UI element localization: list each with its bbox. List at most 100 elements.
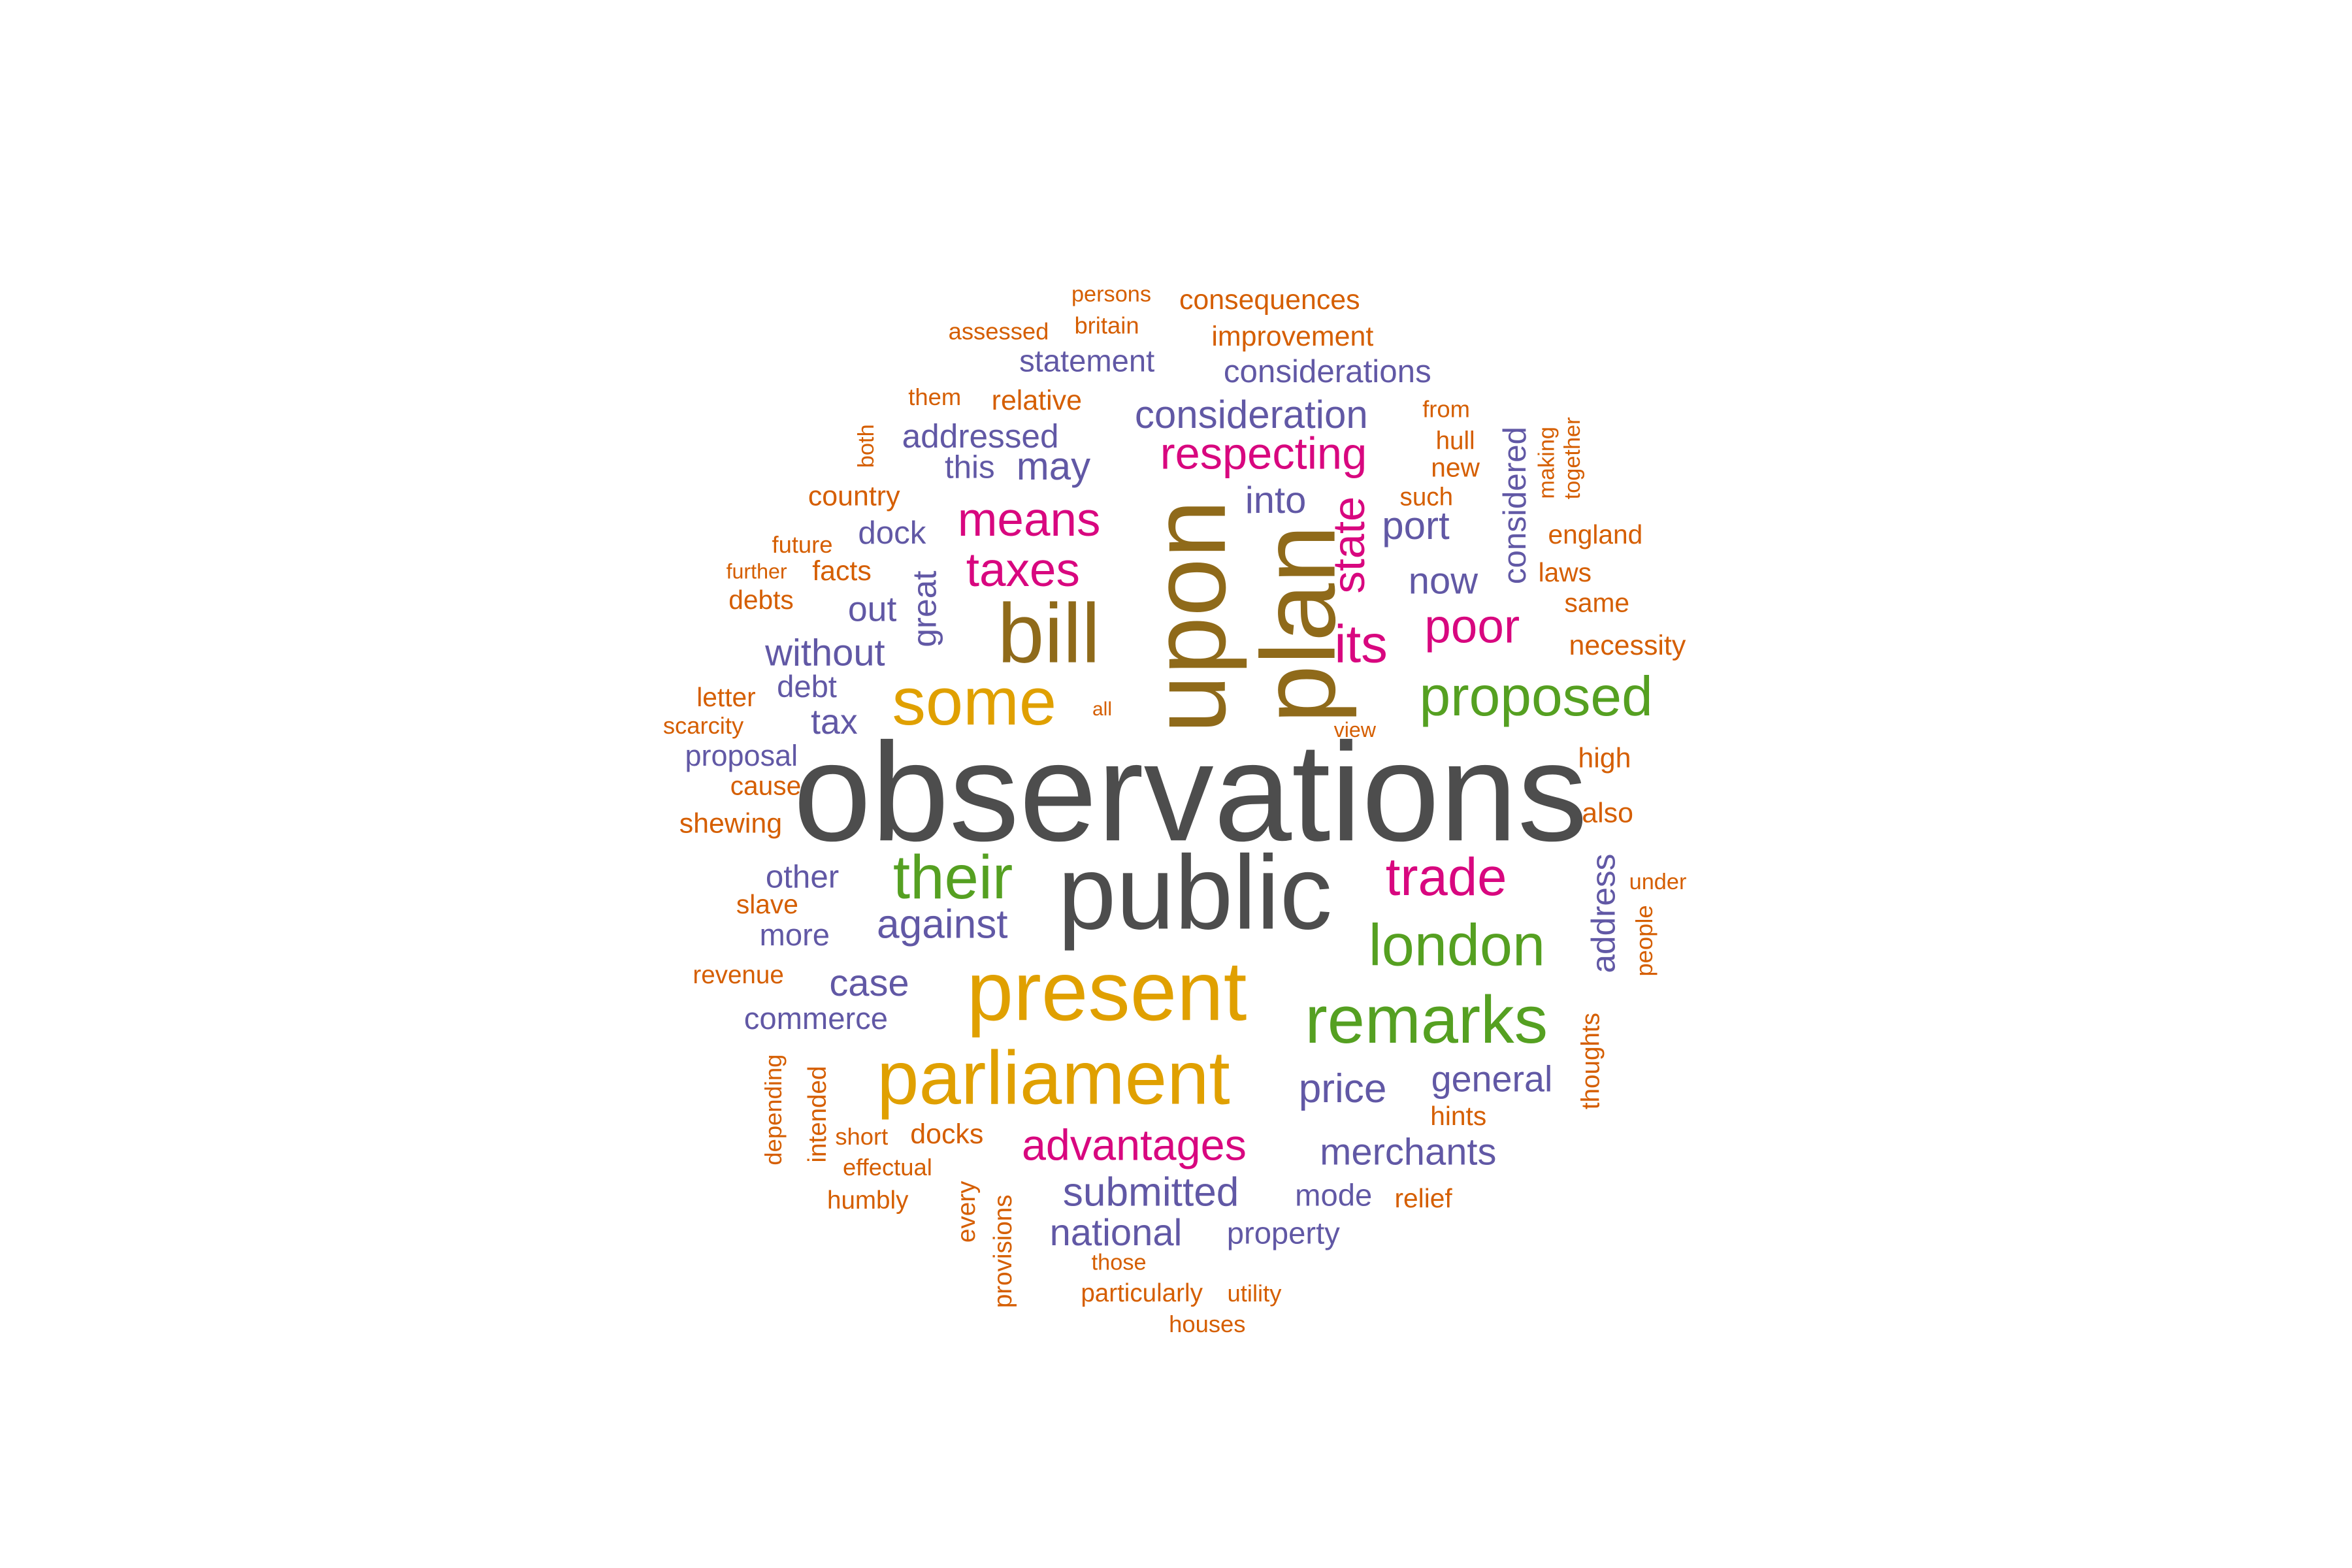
word-commerce: commerce bbox=[744, 1002, 888, 1036]
word-same: same bbox=[1565, 588, 1630, 618]
word-observations: observations bbox=[793, 714, 1588, 870]
word-country: country bbox=[808, 481, 900, 512]
word-laws: laws bbox=[1539, 557, 1592, 587]
word-britain: britain bbox=[1074, 312, 1139, 338]
word-high: high bbox=[1578, 742, 1631, 774]
word-its: its bbox=[1334, 615, 1388, 674]
word-taxes: taxes bbox=[966, 544, 1080, 596]
word-address: address bbox=[1584, 854, 1622, 973]
word-cause: cause bbox=[730, 770, 802, 800]
word-depending: depending bbox=[760, 1054, 787, 1166]
word-parliament: parliament bbox=[877, 1035, 1230, 1120]
word-state: state bbox=[1324, 497, 1374, 594]
word-every: every bbox=[953, 1181, 981, 1243]
word-debts: debts bbox=[728, 585, 794, 615]
word-such: such bbox=[1400, 483, 1454, 512]
word-remarks: remarks bbox=[1305, 982, 1548, 1057]
word-view: view bbox=[1334, 718, 1377, 742]
word-their: their bbox=[893, 843, 1013, 911]
word-revenue: revenue bbox=[693, 961, 783, 989]
word-hull: hull bbox=[1436, 427, 1475, 455]
word-public: public bbox=[1058, 834, 1332, 951]
word-property: property bbox=[1227, 1217, 1341, 1251]
word-more: more bbox=[760, 918, 830, 953]
word-thoughts: thoughts bbox=[1577, 1013, 1605, 1109]
word-some: some bbox=[892, 664, 1056, 739]
word-bill: bill bbox=[998, 587, 1100, 681]
word-provisions: provisions bbox=[989, 1194, 1017, 1308]
word-out: out bbox=[848, 590, 897, 629]
word-assessed: assessed bbox=[949, 318, 1049, 345]
word-case: case bbox=[829, 962, 909, 1004]
word-plan: plan bbox=[1240, 525, 1358, 723]
word-respecting: respecting bbox=[1160, 429, 1367, 479]
word-scarcity: scarcity bbox=[663, 712, 744, 739]
word-national: national bbox=[1050, 1212, 1183, 1254]
word-necessity: necessity bbox=[1569, 630, 1686, 661]
word-port: port bbox=[1382, 504, 1450, 547]
word-price: price bbox=[1299, 1066, 1387, 1111]
word-all: all bbox=[1092, 698, 1112, 720]
word-particularly: particularly bbox=[1081, 1279, 1203, 1307]
word-advantages: advantages bbox=[1022, 1122, 1247, 1170]
word-persons: persons bbox=[1071, 282, 1151, 306]
word-docks: docks bbox=[910, 1119, 983, 1150]
word-improvement: improvement bbox=[1211, 321, 1373, 352]
word-trade: trade bbox=[1386, 847, 1507, 907]
word-england: england bbox=[1548, 519, 1642, 549]
word-without: without bbox=[764, 632, 885, 674]
word-also: also bbox=[1582, 797, 1633, 828]
word-together: together bbox=[1560, 417, 1585, 499]
word-statement: statement bbox=[1019, 344, 1154, 379]
word-now: now bbox=[1409, 561, 1478, 602]
word-mode: mode bbox=[1295, 1178, 1372, 1213]
word-other: other bbox=[766, 858, 839, 894]
word-shewing: shewing bbox=[679, 808, 782, 840]
word-those: those bbox=[1092, 1250, 1147, 1275]
word-this: this bbox=[945, 449, 995, 485]
word-relative: relative bbox=[992, 385, 1082, 416]
word-against: against bbox=[877, 902, 1008, 947]
word-debt: debt bbox=[777, 670, 837, 704]
word-london: london bbox=[1369, 913, 1545, 978]
word-consideration: consideration bbox=[1135, 393, 1368, 436]
word-them: them bbox=[908, 384, 961, 410]
word-poor: poor bbox=[1424, 600, 1520, 653]
word-proposed: proposed bbox=[1419, 665, 1652, 728]
word-intended: intended bbox=[804, 1066, 832, 1163]
word-great: great bbox=[905, 570, 943, 647]
word-submitted: submitted bbox=[1063, 1169, 1239, 1215]
word-dock: dock bbox=[858, 515, 926, 551]
word-facts: facts bbox=[812, 555, 872, 587]
word-short: short bbox=[835, 1123, 888, 1150]
word-utility: utility bbox=[1228, 1280, 1282, 1307]
word-means: means bbox=[958, 493, 1101, 546]
word-merchants: merchants bbox=[1320, 1132, 1496, 1173]
word-may: may bbox=[1017, 444, 1090, 488]
word-further: further bbox=[727, 559, 787, 583]
word-letter: letter bbox=[696, 682, 755, 712]
word-considerations: considerations bbox=[1224, 353, 1431, 389]
word-people: people bbox=[1631, 905, 1658, 976]
word-upon: upon bbox=[1130, 500, 1248, 734]
word-addressed: addressed bbox=[902, 417, 1059, 455]
word-general: general bbox=[1431, 1059, 1553, 1100]
word-present: present bbox=[967, 945, 1247, 1038]
word-considered: considered bbox=[1497, 427, 1533, 584]
word-under: under bbox=[1629, 870, 1687, 894]
word-houses: houses bbox=[1169, 1311, 1245, 1337]
word-future: future bbox=[772, 531, 832, 558]
word-slave: slave bbox=[736, 889, 798, 919]
word-making: making bbox=[1534, 427, 1559, 499]
word-into: into bbox=[1245, 480, 1306, 521]
word-humbly: humbly bbox=[827, 1186, 909, 1215]
word-effectual: effectual bbox=[843, 1154, 932, 1181]
word-consequences: consequences bbox=[1179, 284, 1360, 316]
word-from: from bbox=[1422, 395, 1470, 422]
word-tax: tax bbox=[811, 702, 858, 742]
word-new: new bbox=[1431, 452, 1480, 482]
word-relief: relief bbox=[1394, 1183, 1452, 1213]
word-both: both bbox=[854, 424, 879, 468]
word-hints: hints bbox=[1430, 1101, 1486, 1131]
